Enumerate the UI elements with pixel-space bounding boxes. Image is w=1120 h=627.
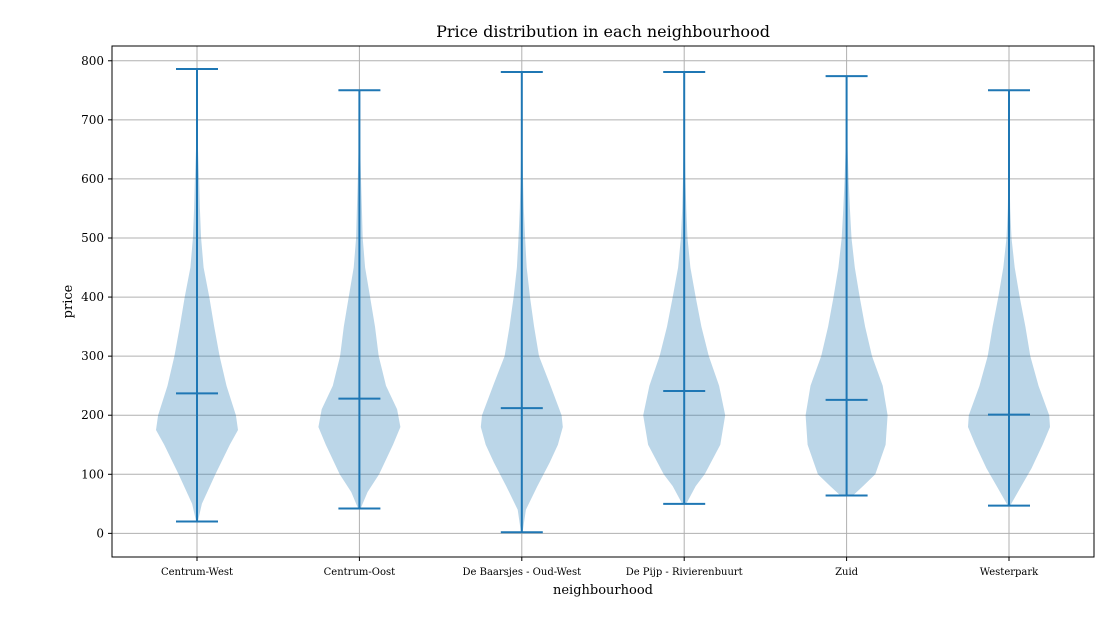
chart-title: Price distribution in each neighbourhood [436,22,770,41]
y-tick-label: 300 [81,349,104,363]
y-axis-label: price [61,284,76,318]
grid-layer [112,46,1094,557]
x-tick-label: De Pijp - Rivierenbuurt [626,567,743,578]
x-tick-label: Centrum-West [161,567,233,578]
y-tick-label: 0 [96,526,104,540]
plot-frame [111,45,1095,558]
y-tick-label: 800 [81,54,104,68]
y-tick-label: 400 [81,290,104,304]
y-tick-label: 600 [81,172,104,186]
x-tick-label: De Baarsjes - Oud-West [463,567,582,578]
y-tick-label: 100 [81,467,104,481]
violin-layer [156,68,1050,534]
x-tick-label: Westerpark [980,567,1039,578]
y-tick-label: 200 [81,408,104,422]
x-tick-label: Zuid [835,567,859,578]
tick-layer: 0 100 200 300 400 500 600 700 800 Centrum-West Cen… [81,54,1039,578]
x-axis-label: neighbourhood [553,583,653,598]
x-tick-label: Centrum-Oost [324,567,395,578]
y-tick-label: 700 [81,113,104,127]
y-tick-label: 500 [81,231,104,245]
